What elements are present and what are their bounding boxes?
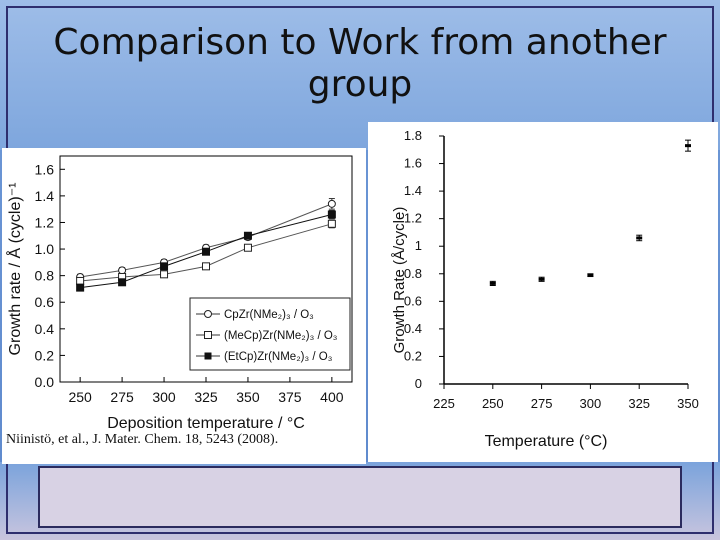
y-tick-label: 0.4 [35, 321, 55, 337]
y-tick-label: 0.2 [404, 348, 422, 363]
data-point [243, 243, 252, 252]
y-tick-label: 0.4 [404, 321, 422, 336]
y-tick-label: 1 [415, 238, 422, 253]
legend-label: CpZr(NMe₂)₃ / O₃ [224, 309, 314, 321]
y-tick-label: 1.6 [404, 156, 422, 171]
legend-label: (MeCp)Zr(NMe₂)₃ / O₃ [224, 330, 338, 342]
y-tick-label: 0.8 [35, 268, 55, 284]
x-tick-label: 250 [482, 396, 504, 411]
data-point [327, 199, 336, 208]
legend-box [189, 297, 351, 371]
x-tick-label: 300 [580, 396, 602, 411]
y-tick-label: 0.6 [35, 294, 55, 310]
right-chart: 0 0.2 0.4 0.6 0.8 1 1.2 1.4 1.6 1.8 225 250 275 300 32… [391, 128, 699, 450]
data-point [118, 266, 127, 275]
x-tick-label: 350 [236, 389, 260, 405]
data-point [76, 283, 85, 292]
series-line [80, 223, 332, 282]
legend-marker [204, 310, 212, 318]
legend-marker [204, 331, 212, 339]
y-tick-label: 1.2 [404, 211, 422, 226]
x-tick-label: 325 [194, 389, 218, 405]
data-point [160, 270, 169, 279]
series-line [80, 214, 332, 289]
y-tick-label: 1.6 [35, 161, 55, 177]
data-point [202, 247, 210, 256]
x-tick-label: 375 [278, 389, 302, 405]
data-point [76, 276, 85, 285]
y-tick-label: 1.2 [35, 214, 55, 230]
x-tick-label: 275 [110, 389, 134, 405]
y-tick-label: 0 [415, 376, 422, 391]
data-point [327, 219, 336, 228]
y-tick-label: 0.2 [35, 347, 55, 363]
left-chart: 0.0 0.2 0.4 0.6 0.8 1.0 1.2 1.4 1.6 250 275 300 325 3… [5, 155, 353, 432]
y-tick-label: 0.8 [404, 266, 422, 281]
y-tick-label: 1.8 [404, 128, 422, 143]
x-tick-label: 325 [628, 396, 650, 411]
data-point [685, 144, 691, 148]
legend-marker [204, 352, 212, 360]
data-point [118, 278, 127, 287]
data-point [243, 231, 252, 240]
x-tick-label: 350 [677, 396, 699, 411]
y-tick-label: 1.4 [35, 188, 55, 204]
citation: Niinistö, et al., J. Mater. Chem. 18, 52… [6, 432, 279, 447]
data-point [636, 236, 643, 240]
y-tick-label: 0.6 [404, 293, 422, 308]
legend-label: (EtCp)Zr(NMe₂)₃ / O₃ [224, 351, 333, 363]
series-line [80, 203, 333, 278]
left-chart-panel: 0.0 0.2 0.4 0.6 0.8 1.0 1.2 1.4 1.6 250 275 300 325 3… [2, 148, 366, 464]
slide-title: Comparison to Work from another group [53, 22, 667, 105]
x-tick-label: 300 [152, 389, 176, 405]
data-point [489, 281, 496, 285]
y-tick-label: 1.0 [35, 241, 55, 257]
data-point [538, 277, 545, 281]
x-tick-label: 275 [531, 396, 553, 411]
y-tick-label: 0.0 [35, 374, 55, 390]
right-chart-panel: 0 0.2 0.4 0.6 0.8 1 1.2 1.4 1.6 1.8 225 250 275 300 32… [368, 122, 718, 462]
x-axis-label: Deposition temperature / °C [107, 415, 305, 432]
data-point [327, 210, 336, 219]
y-axis-label: Growth Rate (Å/cycle) [391, 207, 408, 354]
x-tick-label: 250 [68, 389, 92, 405]
data-point [160, 262, 169, 271]
x-tick-label: 225 [433, 396, 455, 411]
data-point [587, 273, 594, 277]
data-point [202, 262, 210, 271]
x-axis-label: Temperature (°C) [485, 433, 608, 450]
y-axis-label: Growth rate / Å (cycle)⁻¹ [5, 183, 24, 356]
bottom-decor-box [38, 466, 682, 528]
y-tick-label: 1.4 [404, 183, 422, 198]
x-tick-label: 400 [320, 389, 344, 405]
